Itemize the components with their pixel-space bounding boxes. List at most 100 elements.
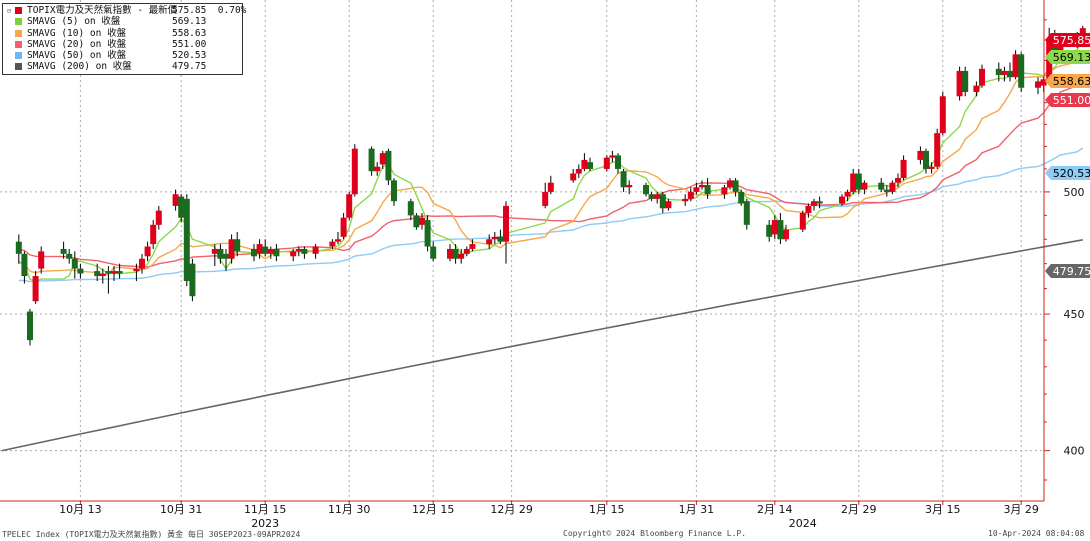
last-value-text: 558.63	[1053, 75, 1090, 88]
candle-body	[1057, 44, 1064, 51]
legend-value-sma200: 479.75	[172, 61, 207, 73]
candle-body	[805, 205, 812, 213]
last-value-label: 569.13	[1045, 50, 1090, 64]
candle-body	[1035, 81, 1041, 88]
x-tick-label: 10月 13	[59, 503, 102, 516]
last-value-tag	[1045, 74, 1090, 88]
candle-body	[290, 251, 297, 257]
candle-body	[497, 236, 504, 242]
candle-body	[575, 168, 582, 174]
x-tick-label: 11月 30	[328, 503, 371, 516]
candle-body	[312, 246, 319, 254]
x-tick-label: 11月 15	[244, 503, 287, 516]
candle-body	[889, 182, 896, 192]
candlesticks	[15, 25, 1086, 346]
candle-body	[923, 150, 929, 169]
legend-swatch-sma50	[15, 52, 22, 60]
x-tick-label: 12月 15	[412, 503, 455, 516]
candle-body	[542, 191, 549, 206]
candle-body	[424, 220, 431, 247]
legend-name-sma5: SMAVG (5) on 收盤	[27, 16, 121, 28]
candle-body	[27, 311, 33, 341]
moving-average-lines	[1, 39, 1084, 452]
last-value-label: 479.75	[1045, 264, 1090, 278]
last-value-label: 558.63	[1045, 74, 1090, 88]
y-tick-label: 450	[1064, 308, 1085, 321]
candle-body	[267, 248, 274, 254]
candle-body	[861, 182, 868, 190]
candle-body	[273, 248, 280, 257]
legend-value-sma20: 551.00	[172, 38, 207, 50]
candle-body	[777, 220, 784, 240]
legend-value-sma50: 520.53	[172, 50, 207, 62]
footer-source: TPELEC Index (TOPIX電力及天然氣指數) 黃金 每日 30SEP…	[2, 530, 301, 539]
grid	[0, 0, 1044, 501]
x-tick-label: 3月 15	[925, 503, 961, 516]
candle-body	[855, 173, 862, 190]
candle-body	[60, 248, 67, 254]
candle-body	[346, 194, 353, 218]
axes: 400 450 500 10月 13 10月 31 11月 15 11月 30 12月 15 1…	[0, 0, 1085, 530]
candle-body	[178, 196, 185, 218]
legend-row-sma20: SMAVG (20) on 收盤 551.00	[3, 39, 242, 50]
candle-body	[682, 198, 689, 202]
candle-body	[38, 251, 45, 269]
candle-body	[211, 248, 218, 254]
candle-body	[973, 85, 980, 92]
last-value-tag	[1045, 50, 1090, 64]
candle-body	[94, 271, 101, 277]
candle-body	[351, 148, 358, 195]
candle-body	[340, 217, 347, 237]
candle-body	[771, 220, 778, 235]
candle-body	[603, 157, 610, 169]
legend-row-sma50: SMAVG (50) on 收盤 520.53	[3, 50, 242, 61]
legend-value-sma10: 558.63	[172, 27, 207, 39]
legend-swatch-sma200	[15, 63, 22, 71]
legend-row-sma200: SMAVG (200) on 收盤 479.75	[3, 61, 242, 72]
collapse-icon[interactable]: ⊟	[7, 7, 12, 15]
candle-body	[917, 150, 924, 160]
candle-body	[727, 180, 733, 188]
candle-body	[1007, 70, 1013, 78]
legend-name-sma10: SMAVG (10) on 收盤	[27, 27, 127, 39]
x-tick-label: 1月 15	[589, 503, 625, 516]
candle-body	[295, 248, 302, 252]
candle-body	[256, 244, 263, 254]
legend: ⊟ TOPIX電力及天然氣指數 - 最新價 575.85 0.70% SMAVG…	[2, 3, 246, 75]
candle-body	[895, 178, 901, 183]
legend-row-main: ⊟ TOPIX電力及天然氣指數 - 最新價 575.85 0.70%	[3, 5, 246, 16]
candle-body	[385, 150, 392, 181]
candle-body	[878, 182, 885, 190]
legend-swatch-sma5	[15, 18, 22, 26]
candle-body	[139, 258, 145, 269]
candle-body	[491, 236, 498, 240]
candle-body	[659, 194, 666, 209]
candle-body	[799, 212, 806, 230]
candle-body	[883, 189, 890, 192]
legend-value-sma5: 569.13	[172, 16, 207, 28]
legend-swatch-sma20	[15, 40, 22, 48]
candle-body	[570, 173, 577, 181]
candle-body	[743, 201, 750, 225]
candle-body	[738, 191, 745, 204]
candle-body	[251, 248, 257, 257]
last-value-text: 479.75	[1053, 265, 1090, 278]
y-tick-label: 400	[1064, 445, 1085, 458]
last-value-label: 551.00	[1045, 93, 1090, 107]
candle-body	[699, 184, 705, 188]
candle-body	[503, 205, 509, 242]
candle-body	[105, 271, 112, 274]
candle-body	[32, 276, 39, 302]
candle-body	[687, 191, 694, 199]
candle-body	[620, 171, 627, 188]
year-label: 2023	[251, 517, 279, 530]
x-tick-label: 2月 29	[841, 503, 877, 516]
candle-body	[407, 201, 414, 216]
candle-body	[732, 180, 739, 192]
candle-body	[379, 153, 386, 165]
candle-body	[15, 241, 22, 254]
candle-body	[21, 253, 28, 277]
candle-body	[172, 194, 179, 206]
candle-body	[452, 248, 459, 259]
sma20-line	[18, 79, 1084, 268]
